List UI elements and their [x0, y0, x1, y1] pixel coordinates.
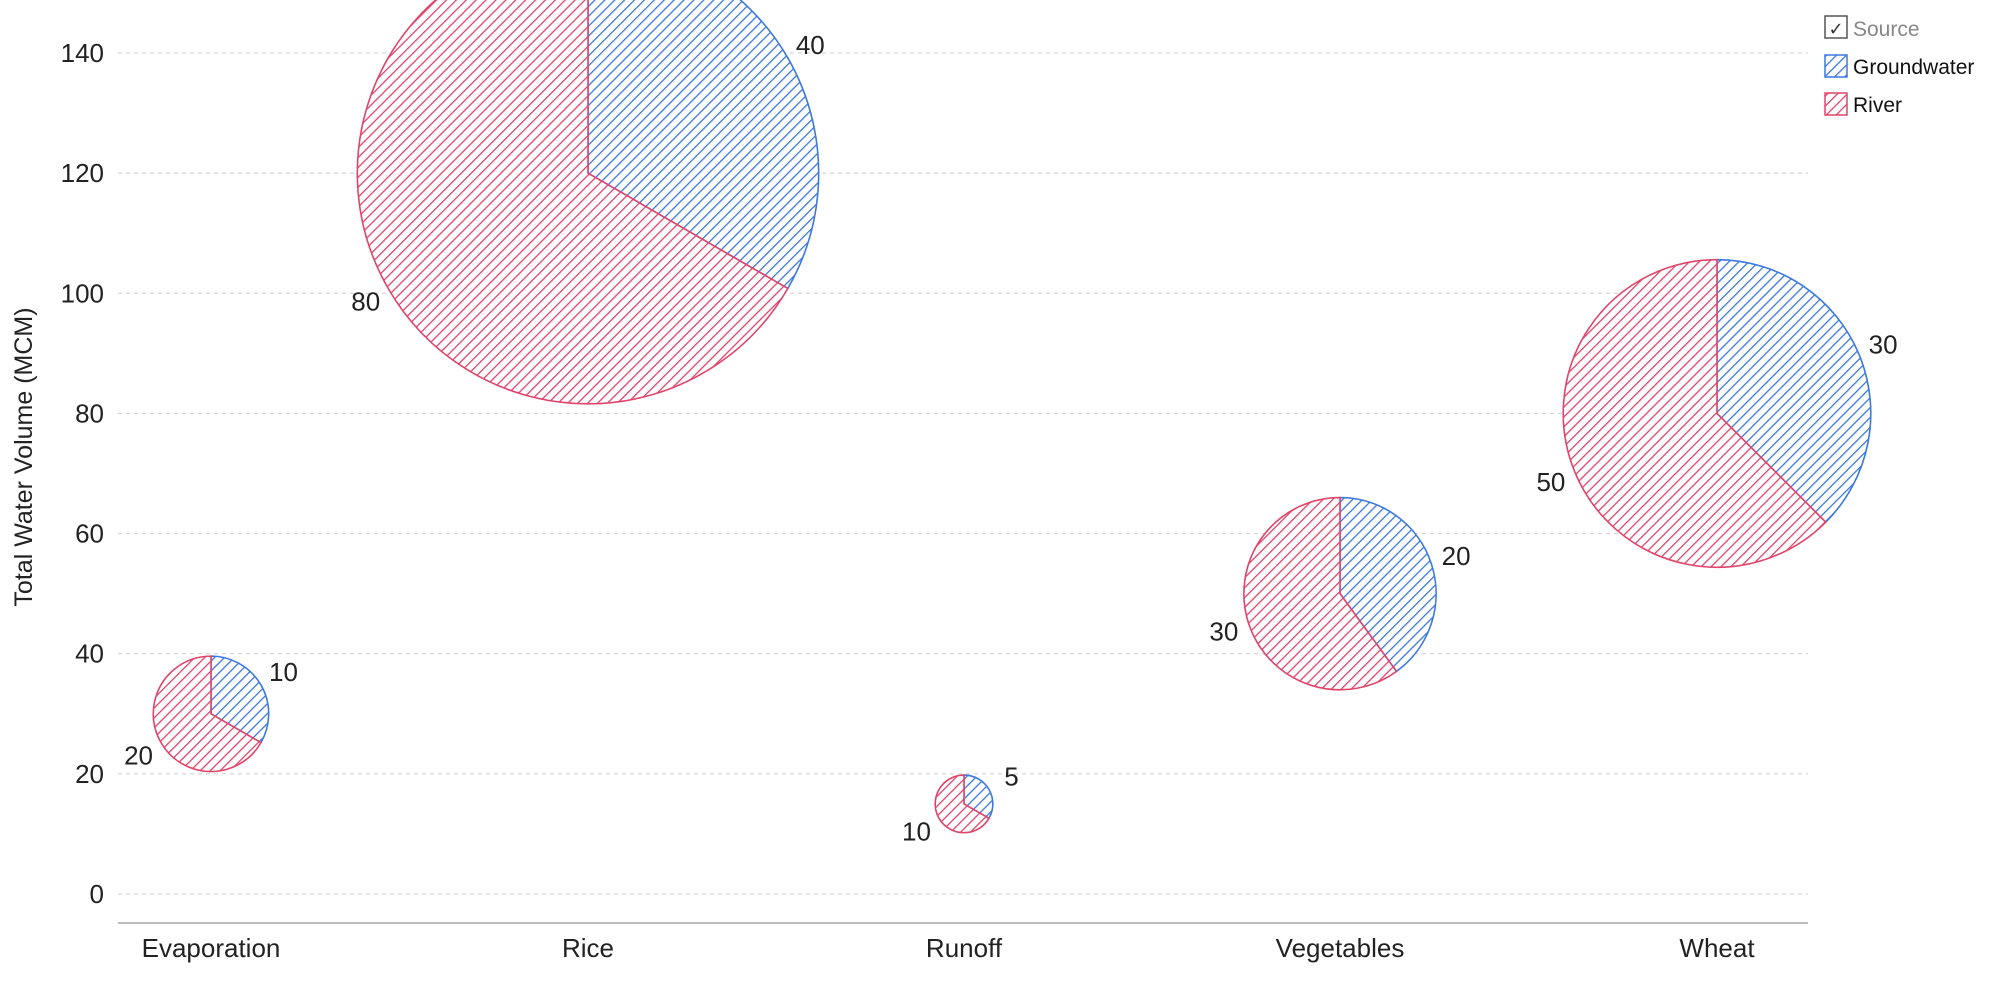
data-label-river: 30: [1209, 616, 1238, 646]
legend-title: Source: [1853, 18, 1920, 41]
pie-slice-river[interactable]: [1243, 496, 1398, 691]
x-tick-label: Vegetables: [1276, 933, 1405, 963]
y-tick-label: 60: [75, 519, 104, 549]
data-label-river: 10: [902, 816, 931, 846]
data-label-groundwater: 10: [269, 657, 298, 687]
check-icon: ✓: [1828, 19, 1843, 39]
legend-swatch-groundwater[interactable]: [1824, 54, 1848, 78]
data-label-groundwater: 40: [796, 30, 825, 60]
pie-rice[interactable]: 40 80: [351, 0, 825, 405]
y-tick-label: 100: [61, 278, 104, 308]
data-label-groundwater: 20: [1442, 541, 1471, 571]
data-label-groundwater: 30: [1869, 330, 1898, 360]
pie-evaporation[interactable]: 10 20: [124, 655, 298, 773]
legend-entry-groundwater[interactable]: Groundwater: [1853, 56, 1974, 79]
y-tick-label: 20: [75, 759, 104, 789]
data-label-river: 20: [124, 741, 153, 771]
pie-slice-river[interactable]: [152, 655, 263, 773]
pie-slice-river[interactable]: [1562, 258, 1827, 568]
pie-slice-groundwater[interactable]: [1339, 496, 1437, 673]
x-tick-label: Wheat: [1679, 933, 1755, 963]
y-tick-label: 120: [61, 158, 104, 188]
pie-slice-groundwater[interactable]: [1716, 258, 1872, 524]
data-label-river: 80: [351, 286, 380, 316]
legend-checkbox[interactable]: [1824, 15, 1848, 39]
y-tick-label: 80: [75, 398, 104, 428]
data-label-river: 50: [1536, 467, 1565, 497]
x-tick-label: Rice: [562, 933, 614, 963]
pie-slice-river[interactable]: [356, 0, 789, 405]
pie-wheat[interactable]: 30 50: [1536, 258, 1898, 568]
legend-entry-river[interactable]: River: [1853, 94, 1902, 117]
legend-swatch-river[interactable]: [1824, 92, 1848, 116]
legend[interactable]: ✓ Source Groundwater River: [1824, 15, 1974, 117]
pie-runoff[interactable]: 5 10: [902, 761, 1019, 846]
y-tick-label: 0: [90, 879, 104, 909]
y-tick-label: 40: [75, 639, 104, 669]
x-tick-label: Evaporation: [142, 933, 281, 963]
y-tick-label: 140: [61, 38, 104, 68]
x-tick-label: Runoff: [926, 933, 1003, 963]
pie-slice-groundwater[interactable]: [210, 655, 270, 744]
pie-slice-river[interactable]: [934, 774, 991, 834]
pie-slice-groundwater[interactable]: [587, 0, 820, 290]
axes: Total Water Volume (MCM) Evaporation Rice…: [10, 307, 1808, 963]
y-axis-label: Total Water Volume (MCM): [10, 307, 38, 606]
data-label-groundwater: 5: [1004, 761, 1018, 791]
